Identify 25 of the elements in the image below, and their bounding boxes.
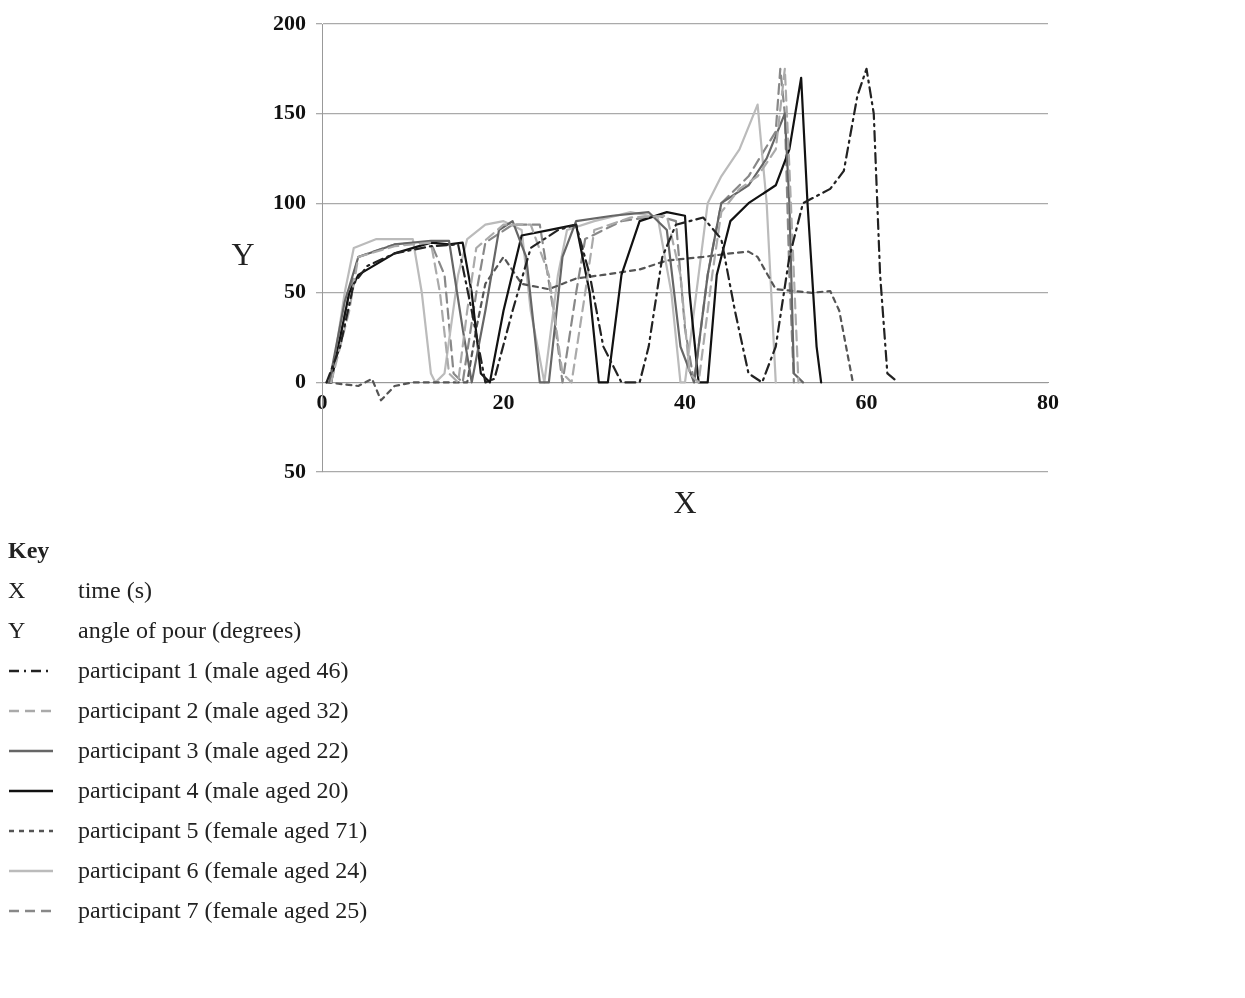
legend-label: participant 5 (female aged 71) — [78, 816, 368, 845]
text: time (s) — [78, 576, 152, 605]
y-tick-label: 0 — [295, 368, 306, 394]
legend-label: participant 2 (male aged 32) — [78, 696, 349, 725]
x-tick-label: 20 — [492, 389, 515, 415]
x-tick-label: 40 — [674, 389, 696, 415]
legend-label: participant 6 (female aged 24) — [78, 856, 368, 885]
text: Y — [8, 616, 27, 645]
legend-label: participant 4 (male aged 20) — [78, 776, 349, 805]
x-tick-label: 60 — [855, 389, 878, 415]
y-tick-label: 100 — [273, 188, 306, 214]
x-tick-label: 0 — [316, 389, 328, 415]
y-tick-label: 150 — [273, 99, 306, 125]
text: Key — [8, 536, 51, 565]
x-tick-label: 80 — [1037, 389, 1059, 415]
y-tick-label: 50 — [284, 278, 306, 304]
legend-label: participant 3 (male aged 22) — [78, 736, 349, 765]
x-axis-title: X — [673, 484, 697, 521]
y-tick-label: 50 — [284, 457, 306, 483]
text: angle of pour (degrees) — [78, 616, 302, 645]
y-axis-title: Y — [231, 236, 255, 273]
legend-label: participant 7 (female aged 25) — [78, 896, 368, 925]
legend-label: participant 1 (male aged 46) — [78, 656, 349, 685]
y-tick-label: 200 — [273, 9, 306, 35]
text: X — [8, 576, 27, 605]
